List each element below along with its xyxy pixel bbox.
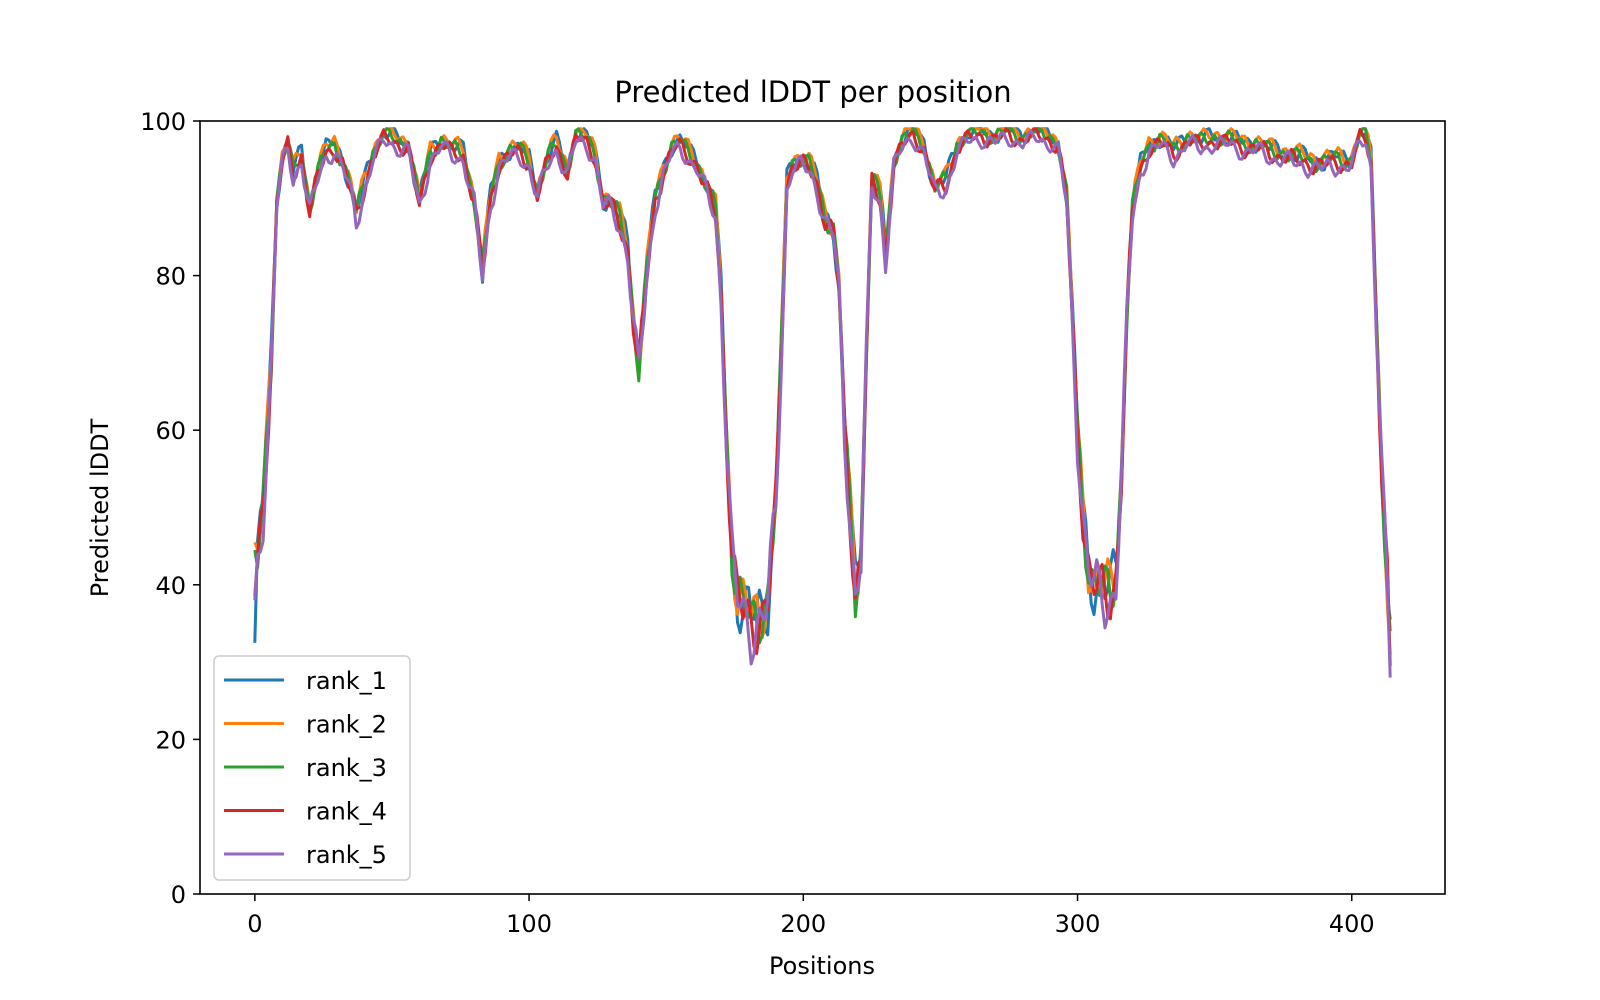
y-tick-label: 100 bbox=[140, 108, 186, 136]
legend: rank_1 rank_2 rank_3 rank_4 rank_5 bbox=[213, 655, 411, 881]
y-tick-label: 20 bbox=[155, 726, 186, 754]
legend-label: rank_1 bbox=[306, 667, 387, 695]
y-tick-label: 60 bbox=[155, 417, 186, 445]
plot-frame bbox=[199, 120, 1446, 895]
series-line-rank_4 bbox=[253, 127, 1392, 667]
y-axis-title: Predicted lDDT bbox=[86, 418, 114, 597]
x-tick-label: 400 bbox=[1329, 910, 1375, 938]
x-axis-title: Positions bbox=[769, 952, 875, 980]
y-tick-label: 40 bbox=[155, 572, 186, 600]
chart-title: Predicted lDDT per position bbox=[614, 75, 1011, 109]
plot-lines bbox=[253, 127, 1392, 678]
legend-label: rank_2 bbox=[306, 711, 387, 739]
y-tick-label: 80 bbox=[155, 263, 186, 291]
x-tick-label: 300 bbox=[1055, 910, 1101, 938]
legend-box bbox=[213, 655, 411, 881]
legend-label: rank_5 bbox=[306, 841, 387, 869]
y-tick-label: 0 bbox=[171, 881, 186, 909]
legend-label: rank_4 bbox=[306, 798, 387, 826]
series-line-rank_5 bbox=[253, 129, 1392, 678]
y-axis: 0 20 40 60 80 100 bbox=[140, 108, 200, 909]
x-axis: 0 100 200 300 400 bbox=[247, 894, 1375, 938]
x-tick-label: 200 bbox=[780, 910, 826, 938]
x-tick-label: 0 bbox=[247, 910, 262, 938]
legend-label: rank_3 bbox=[306, 754, 387, 782]
x-tick-label: 100 bbox=[506, 910, 552, 938]
